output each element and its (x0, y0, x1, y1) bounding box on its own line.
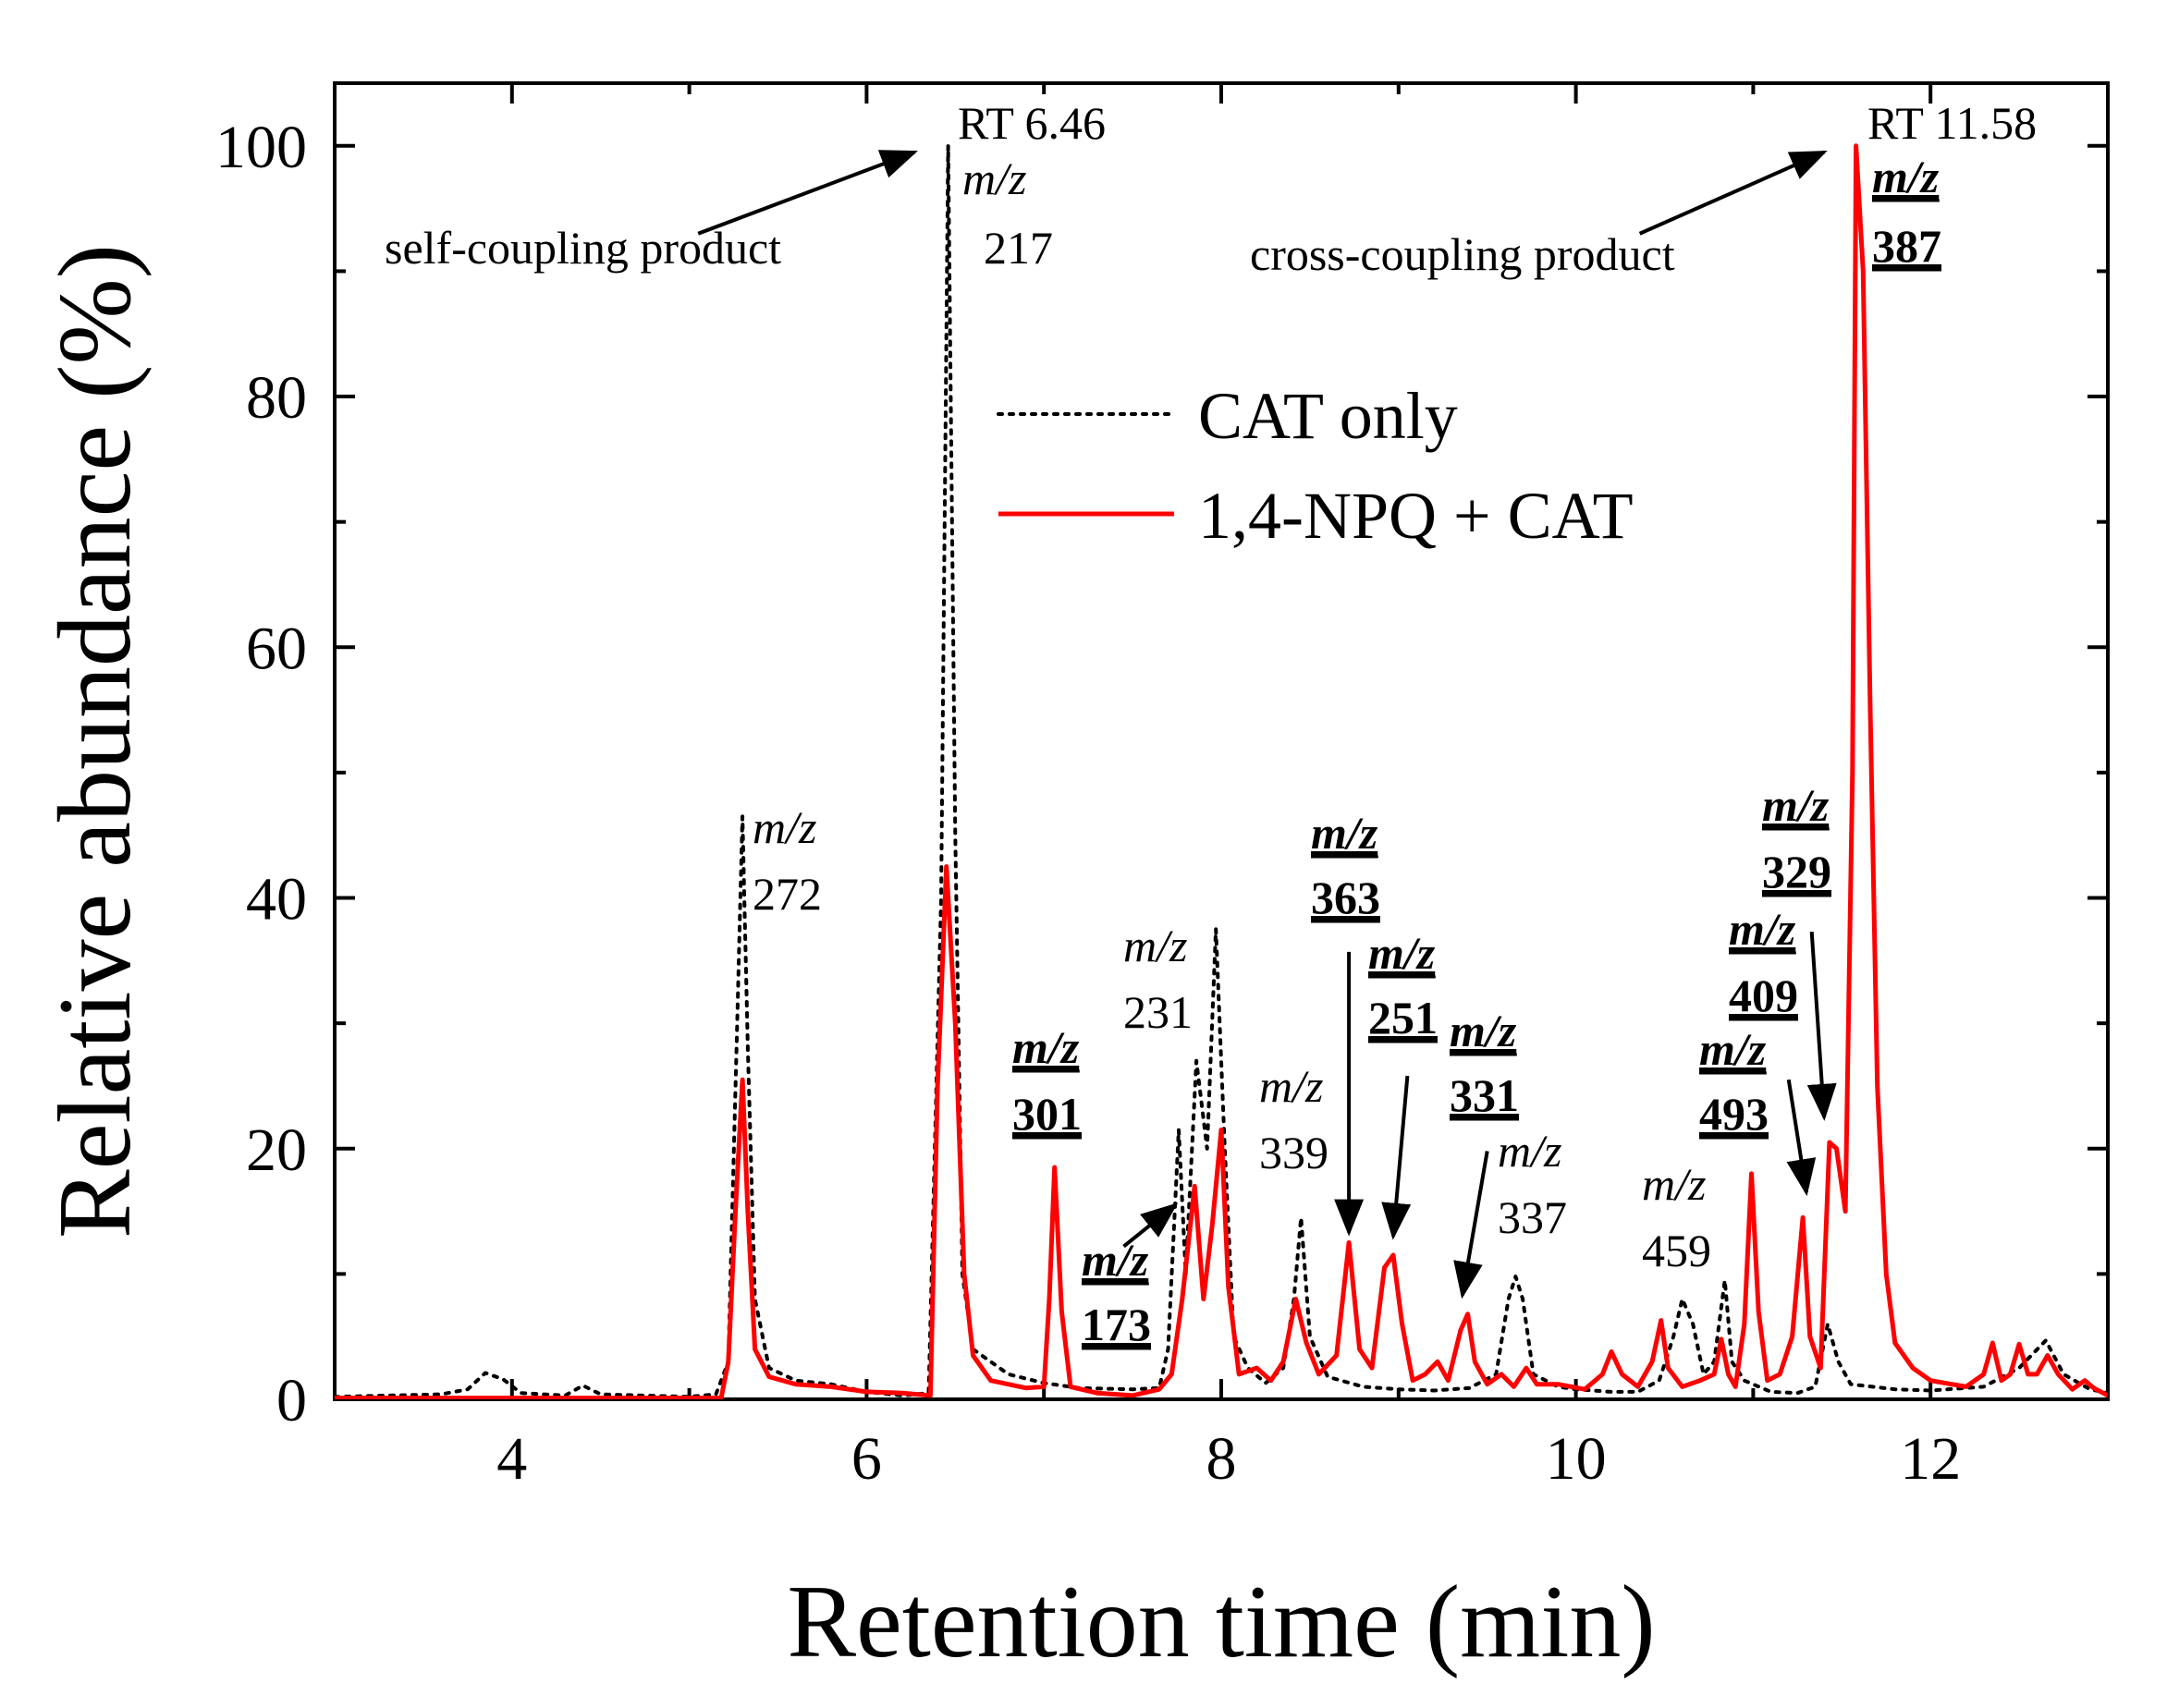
annotation-409-mz: m/z (1729, 903, 1796, 955)
series-line-npq-cat (335, 143, 2108, 1399)
annotation-301-mz: m/z (1012, 1021, 1080, 1073)
annotation-387-mz: m/z (1872, 151, 1940, 202)
annotation-217-mz: m/z (962, 152, 1026, 204)
annotation-493-mz: m/z (1699, 1023, 1767, 1075)
annotation-459-value: 459 (1642, 1225, 1711, 1276)
annotation-cross-coupling: cross-coupling product (1250, 228, 1675, 280)
annotation-231-mz: m/z (1123, 920, 1187, 971)
y-tick-label: 100 (215, 114, 307, 181)
x-tick-label: 12 (1900, 1425, 1961, 1493)
annotation-329-value: 329 (1762, 846, 1831, 897)
arrow-cross-coupling (1638, 150, 1828, 236)
x-tick-label: 8 (1206, 1425, 1237, 1493)
arrow-173 (1122, 1202, 1179, 1249)
annotation-251-value: 251 (1368, 992, 1438, 1043)
annotation-173-value: 173 (1082, 1299, 1151, 1350)
annotation-self-coupling: self-coupling product (385, 222, 781, 274)
annotation-272-mz: m/z (753, 801, 816, 853)
y-tick-label: 40 (246, 866, 307, 933)
x-tick-label: 10 (1546, 1425, 1607, 1493)
y-tick-label: 60 (246, 615, 307, 682)
arrow-self-coupling (697, 150, 918, 236)
y-tick-label: 80 (246, 364, 307, 432)
y-tick-label: 20 (246, 1116, 307, 1184)
annotation-173-mz: m/z (1082, 1234, 1149, 1286)
y-tick-labels: 0 20 40 60 80 100 (215, 114, 307, 1434)
annotation-409-value: 409 (1729, 970, 1798, 1021)
annotation-331-mz: m/z (1450, 1005, 1517, 1056)
arrow-251 (1381, 1075, 1412, 1240)
annotation-363-value: 363 (1311, 872, 1380, 923)
annotations: RT 6.46 m/z 217 self-coupling product RT… (385, 97, 2037, 1350)
legend-label-cat-only: CAT only (1198, 379, 1458, 453)
annotation-363-mz: m/z (1311, 807, 1378, 859)
arrow-409 (1806, 932, 1837, 1121)
x-tick-labels: 4 6 8 10 12 (496, 1425, 1961, 1493)
legend: CAT only 1,4-NPQ + CAT (997, 379, 1634, 553)
arrow-331 (1453, 1151, 1489, 1299)
annotation-329-mz: m/z (1762, 779, 1830, 831)
annotation-339-mz: m/z (1259, 1060, 1323, 1112)
axis-ticks (333, 83, 2110, 1401)
legend-label-npq-cat: 1,4-NPQ + CAT (1198, 479, 1634, 553)
annotation-272-value: 272 (753, 868, 822, 920)
annotation-339-value: 339 (1259, 1127, 1328, 1178)
annotation-331-value: 331 (1450, 1069, 1519, 1121)
annotation-231-value: 231 (1123, 986, 1193, 1038)
x-tick-label: 6 (851, 1425, 882, 1493)
annotation-337-mz: m/z (1498, 1125, 1561, 1177)
x-axis-title: Retention time (min) (787, 1565, 1655, 1679)
series-line-cat-only (335, 143, 2108, 1399)
annotation-493-value: 493 (1699, 1088, 1769, 1140)
annotation-337-value: 337 (1498, 1191, 1567, 1243)
annotation-387-value: 387 (1872, 220, 1941, 272)
annotation-rt-646: RT 6.46 (958, 97, 1106, 149)
annotation-459-mz: m/z (1642, 1158, 1706, 1210)
annotation-217-value: 217 (984, 222, 1053, 274)
y-axis-title: Relative abundance (%) (38, 244, 153, 1238)
annotation-301-value: 301 (1012, 1088, 1082, 1140)
annotation-rt-1158: RT 11.58 (1867, 97, 2037, 149)
annotation-251-mz: m/z (1368, 927, 1436, 979)
y-tick-label: 0 (276, 1367, 307, 1434)
arrow-493 (1786, 1079, 1817, 1197)
x-tick-label: 4 (496, 1425, 527, 1493)
